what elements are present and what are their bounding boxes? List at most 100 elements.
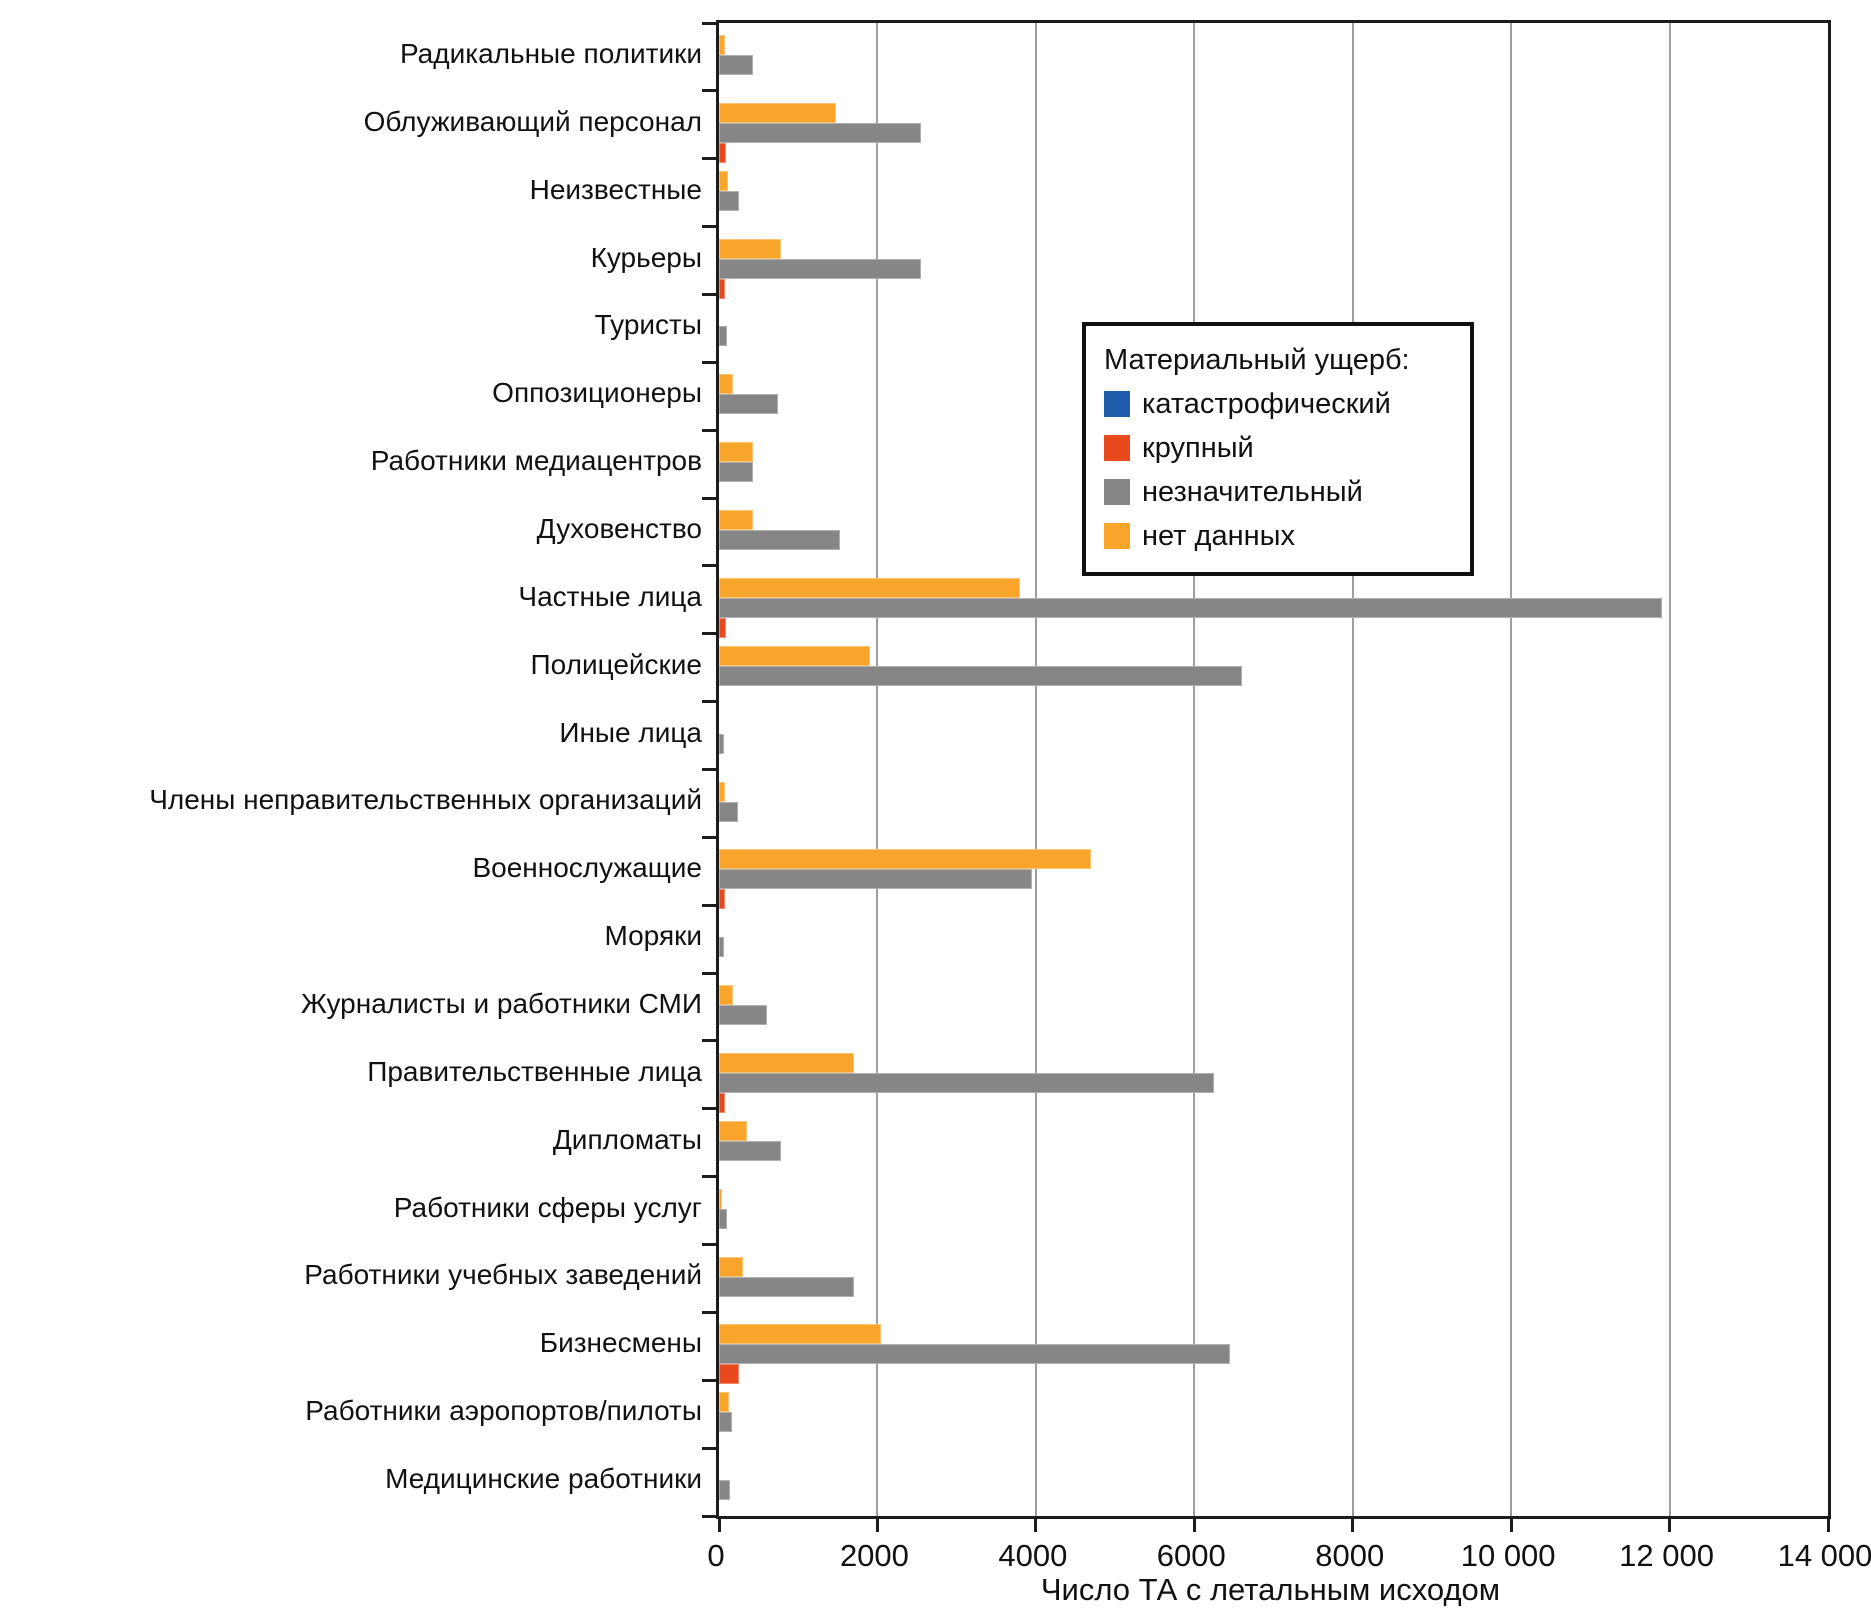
x-tick-label: 8000 — [1315, 1538, 1385, 1573]
category-label: Члены неправительственных организаций — [149, 784, 702, 816]
legend-label: крупный — [1142, 431, 1254, 464]
bar-нет данных — [719, 442, 754, 463]
category-label: Бизнесмены — [539, 1327, 702, 1359]
legend-title: Материальный ущерб: — [1104, 344, 1410, 376]
bar-незначительный — [719, 394, 778, 415]
bar-нет данных — [719, 645, 870, 666]
category-label: Частные лица — [518, 580, 702, 612]
category-label: Работники сферы услуг — [393, 1191, 702, 1223]
x-axis-tick — [875, 1519, 879, 1532]
y-axis-tick — [702, 903, 716, 907]
legend-swatch-icon — [1104, 435, 1130, 461]
category-label: Облуживающий персонал — [363, 105, 702, 137]
bar-незначительный — [719, 1480, 731, 1501]
y-axis-tick — [702, 1514, 716, 1518]
gridline-x-2000 — [876, 23, 879, 1516]
x-tick-label: 10 000 — [1460, 1538, 1556, 1573]
legend-box: Материальный ущерб: катастрофический круп… — [1082, 322, 1474, 576]
category-label: Оппозиционеры — [492, 377, 702, 409]
x-tick-label: 12 000 — [1619, 1538, 1714, 1573]
category-label: Правительственные лица — [367, 1055, 702, 1087]
bar-крупный — [719, 889, 725, 910]
bar-незначительный — [719, 1140, 781, 1161]
y-axis-tick — [702, 1310, 716, 1314]
x-axis-tick — [1826, 1519, 1830, 1532]
bar-незначительный — [719, 597, 1662, 618]
x-axis-tick — [1351, 1519, 1355, 1532]
y-axis-tick — [702, 1378, 716, 1382]
bar-нет данных — [719, 102, 837, 123]
legend-label: катастрофический — [1142, 387, 1391, 420]
bar-крупный — [719, 1092, 725, 1113]
x-tick-label: 14 000 — [1777, 1538, 1871, 1573]
y-axis-tick — [702, 1446, 716, 1450]
legend-swatch-icon — [1104, 391, 1130, 417]
gridline-x-6000 — [1193, 23, 1196, 1516]
bar-незначительный — [719, 1005, 767, 1026]
y-axis-tick — [702, 564, 716, 568]
y-axis-tick — [702, 835, 716, 839]
category-label: Иные лица — [559, 716, 702, 748]
bar-нет данных — [719, 577, 1020, 598]
bar-незначительный — [719, 937, 724, 958]
y-axis-tick — [702, 428, 716, 432]
y-axis-tick — [702, 632, 716, 636]
y-axis-tick — [702, 1039, 716, 1043]
category-label: Работники аэропортов/пилоты — [305, 1395, 702, 1427]
legend-items: катастрофический крупный незначительный нет… — [1104, 382, 1452, 558]
y-axis-tick — [702, 496, 716, 500]
bar-крупный — [719, 142, 727, 163]
bar-незначительный — [719, 190, 739, 211]
x-axis-tick — [717, 1519, 721, 1532]
bar-нет данных — [719, 170, 728, 191]
bar-незначительный — [719, 1276, 854, 1297]
category-label: Работники учебных заведений — [304, 1259, 702, 1291]
bar-незначительный — [719, 665, 1242, 686]
bar-нет данных — [719, 1324, 882, 1345]
category-label: Моряки — [604, 920, 702, 952]
y-axis-tick — [702, 700, 716, 704]
bar-нет данных — [719, 1392, 729, 1413]
y-axis-tick — [702, 1175, 716, 1179]
y-axis-tick — [702, 157, 716, 161]
legend-item-незначительный: незначительный — [1104, 470, 1452, 514]
bar-незначительный — [719, 55, 754, 75]
y-axis-category-labels: Радикальные политики Облуживающий персона… — [0, 0, 702, 1610]
bar-незначительный — [719, 530, 841, 551]
bar-нет данных — [719, 985, 734, 1006]
bar-незначительный — [719, 1072, 1215, 1093]
bar-нет данных — [719, 849, 1092, 870]
bar-незначительный — [719, 733, 724, 754]
bar-незначительный — [719, 801, 738, 822]
bar-нет данных — [719, 510, 754, 531]
y-axis-tick — [702, 21, 716, 25]
x-tick-label: 6000 — [1156, 1538, 1226, 1573]
bar-крупный — [719, 1364, 739, 1385]
x-axis-tick — [1668, 1519, 1672, 1532]
bar-незначительный — [719, 1344, 1230, 1365]
bar-крупный — [719, 278, 725, 299]
bar-крупный — [719, 617, 727, 638]
bar-нет данных — [719, 1256, 743, 1277]
y-axis-tick — [702, 225, 716, 229]
legend-swatch-icon — [1104, 523, 1130, 549]
bar-нет данных — [719, 238, 781, 259]
x-axis-tick — [1034, 1519, 1038, 1532]
legend-item-нет данных: нет данных — [1104, 514, 1452, 558]
category-label: Дипломаты — [552, 1123, 702, 1155]
category-label: Курьеры — [590, 241, 702, 273]
x-axis-tick — [1509, 1519, 1513, 1532]
category-label: Неизвестные — [529, 173, 702, 205]
y-axis-tick — [702, 971, 716, 975]
category-label: Туристы — [594, 309, 702, 341]
plot-area — [702, 20, 1831, 1532]
gridline-x-4000 — [1034, 23, 1037, 1516]
bar-нет данных — [719, 374, 734, 395]
bar-незначительный — [719, 1412, 732, 1433]
bar-незначительный — [719, 462, 754, 483]
legend-item-крупный: крупный — [1104, 426, 1452, 470]
bar-незначительный — [719, 258, 921, 279]
x-tick-label: 0 — [707, 1538, 725, 1573]
gridline-x-8000 — [1351, 23, 1354, 1516]
